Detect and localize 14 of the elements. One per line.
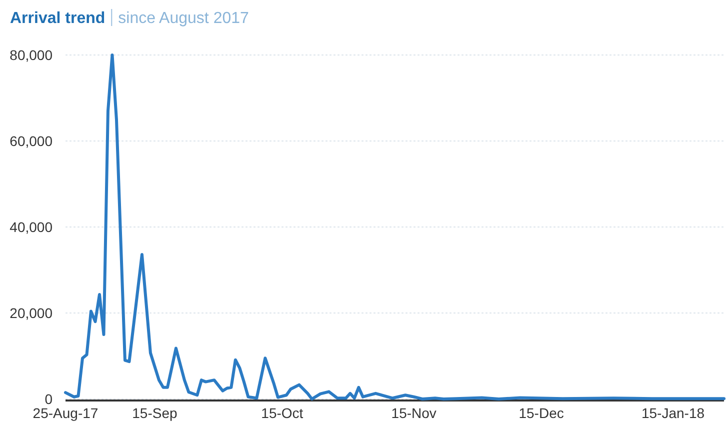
x-tick-label: 15-Oct xyxy=(261,405,304,421)
x-tick-label: 15-Sep xyxy=(132,405,178,421)
line-series xyxy=(64,54,726,400)
y-tick-label: 60,000 xyxy=(10,132,53,149)
y-tick-label: 20,000 xyxy=(10,304,53,321)
x-tick-label: 15-Nov xyxy=(391,405,436,421)
x-tick-label: 15-Jan-18 xyxy=(641,405,705,421)
chart-title: Arrival trend xyxy=(10,10,106,27)
x-tick-label: 25-Aug-17 xyxy=(32,405,98,421)
y-tick-label: 80,000 xyxy=(10,46,53,63)
chart-subtitle: since August 2017 xyxy=(118,10,250,27)
y-tick-label: 40,000 xyxy=(10,218,53,235)
y-tick-label: 0 xyxy=(44,390,53,407)
x-tick-label: 15-Dec xyxy=(518,405,564,421)
